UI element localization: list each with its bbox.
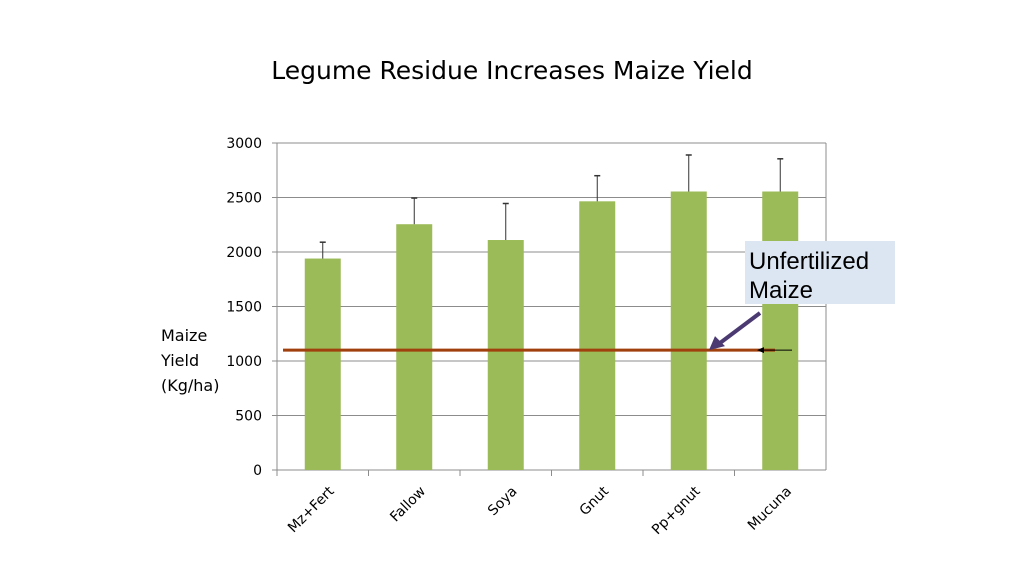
- bar-mz-fert: [304, 258, 341, 470]
- x-tick-label: Fallow: [387, 484, 429, 526]
- x-tick-label: Gnut: [577, 483, 613, 519]
- bar-soya: [487, 240, 524, 470]
- bar-gnut: [579, 201, 616, 470]
- x-tick-label: Mucuna: [745, 484, 795, 534]
- x-tick-label: Mz+Fert: [285, 483, 338, 536]
- unfertilized-maize-callout: Unfertilized Maize: [745, 241, 895, 304]
- y-axis-label-line2: Yield: [160, 351, 199, 370]
- callout-arrow-head: [709, 336, 725, 351]
- y-tick-label: 500: [235, 409, 262, 425]
- y-tick-label: 1000: [226, 354, 262, 370]
- chart-title: Legume Residue Increases Maize Yield: [271, 56, 752, 85]
- callout-line2: Maize: [749, 277, 814, 304]
- small-arrow-head: [757, 347, 764, 354]
- bar-mucuna: [762, 191, 799, 470]
- x-tick-label: Pp+gnut: [649, 483, 704, 538]
- y-tick-label: 2500: [226, 191, 262, 207]
- y-tick-label: 1500: [226, 300, 262, 316]
- y-tick-label: 3000: [226, 136, 262, 152]
- callout-arrow: [718, 311, 762, 345]
- bar-fallow: [396, 224, 433, 470]
- y-axis-label-line1: Maize: [161, 326, 207, 345]
- bar-pp-gnut: [670, 191, 707, 470]
- y-tick-label: 2000: [226, 245, 262, 261]
- y-axis-label-line3: (Kg/ha): [161, 376, 219, 395]
- y-tick-label: 0: [253, 463, 262, 479]
- callout-line1: Unfertilized: [749, 248, 870, 275]
- x-tick-label: Soya: [485, 484, 521, 520]
